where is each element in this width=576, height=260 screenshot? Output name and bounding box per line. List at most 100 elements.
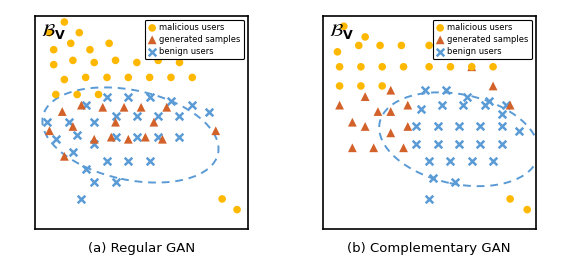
Point [90,180,99,184]
Point [90,137,99,141]
Legend: malicious users, generated samples, benign users: malicious users, generated samples, beni… [433,20,532,59]
Point [378,84,387,88]
Point [69,124,78,128]
Point [412,124,421,128]
Point [90,120,99,124]
Point [403,103,412,107]
Point [124,95,133,99]
Point [60,154,69,158]
Point [81,75,90,80]
Point [348,146,357,150]
Point [335,84,344,88]
Point [51,92,60,96]
Point [145,95,154,99]
Point [73,92,82,96]
Point [378,65,387,69]
Point [348,120,357,124]
Point [111,180,120,184]
Point [132,135,142,139]
Point [433,124,442,128]
Point [66,41,75,46]
Point [488,84,498,88]
Point [335,103,344,107]
Point [154,135,163,139]
Text: (b) Complementary GAN: (b) Complementary GAN [347,242,511,255]
Point [361,35,370,39]
Point [188,75,197,80]
Point [522,207,532,212]
Point [154,114,163,118]
Point [450,43,459,48]
Point [158,137,167,141]
Point [175,114,184,118]
Point [497,112,506,116]
Point [425,159,434,163]
Text: (a) Regular GAN: (a) Regular GAN [88,242,195,255]
Point [450,180,459,184]
Point [335,65,344,69]
Point [73,133,82,137]
Point [166,99,176,103]
Point [175,135,184,139]
Point [188,103,197,107]
Point [497,124,506,128]
Point [162,105,171,109]
Point [476,141,485,146]
Point [103,95,112,99]
Point [132,60,142,64]
Point [111,120,120,124]
Point [425,43,434,48]
Point [45,129,54,133]
Point [49,48,58,52]
Text: $\mathcal{B}_\mathbf{V}$: $\mathcal{B}_\mathbf{V}$ [41,22,66,41]
Point [412,141,421,146]
Point [69,58,78,62]
Point [433,141,442,146]
Point [506,103,515,107]
Point [416,107,425,112]
Point [497,141,506,146]
Point [124,75,133,80]
Point [476,124,485,128]
Point [75,31,84,35]
Point [64,120,73,124]
Point [81,103,90,107]
Point [454,141,464,146]
Point [119,105,128,109]
Point [204,109,214,114]
Point [175,60,184,64]
Point [85,48,94,52]
Point [386,88,395,92]
Point [480,103,489,107]
Point [60,77,69,82]
Point [446,65,455,69]
Point [429,176,438,180]
Point [98,105,107,109]
Point [386,109,395,114]
Point [218,197,227,201]
Point [154,58,163,62]
Point [107,135,116,139]
Point [45,31,54,35]
Point [111,58,120,62]
Point [467,65,476,69]
Point [514,129,523,133]
Point [488,65,498,69]
Point [103,75,112,80]
Point [145,159,154,163]
Point [454,124,464,128]
Point [361,95,370,99]
Point [397,43,406,48]
Point [488,159,498,163]
Point [376,43,385,48]
Point [399,65,408,69]
Point [420,88,430,92]
Point [357,65,366,69]
Point [149,120,158,124]
Point [437,103,446,107]
Point [81,167,90,171]
Point [463,95,472,99]
Point [90,60,99,64]
Point [403,124,412,128]
Point [141,135,150,139]
